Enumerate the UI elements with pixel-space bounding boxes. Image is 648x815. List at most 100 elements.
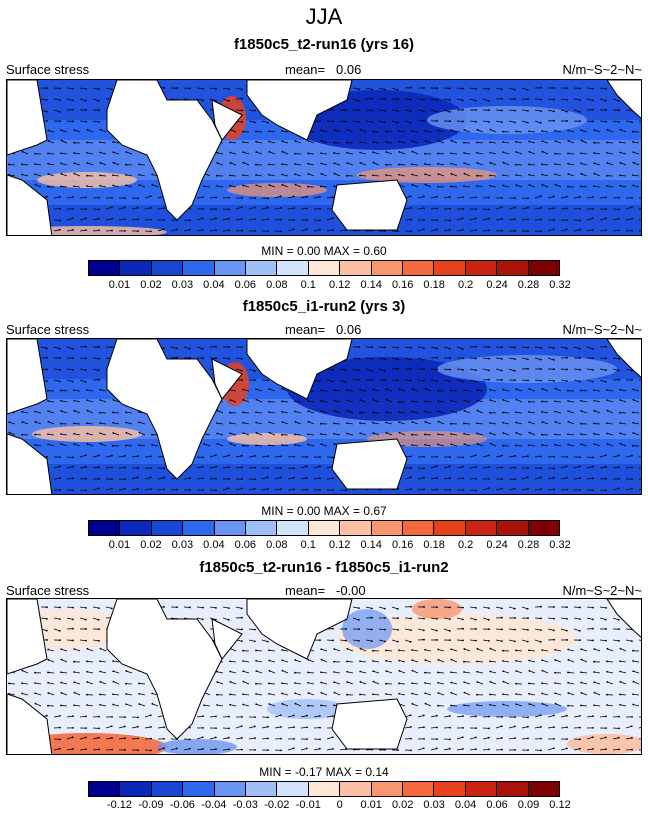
colorbar-tick-label: -0.02 xyxy=(264,799,290,811)
colorbar-box xyxy=(151,261,184,275)
panel-1-colorbar-ticks: 0.01 0.02 0.03 0.04 0.06 0.08 0.1 0.12 0… xyxy=(88,279,571,293)
colorbar-tick-label: 0.08 xyxy=(266,539,288,551)
colorbar-box xyxy=(528,521,560,535)
panel-1-mean-value: 0.06 xyxy=(336,62,362,77)
colorbar-box xyxy=(120,782,152,796)
colorbar-box xyxy=(183,521,215,535)
panel-2-stats: MIN = 0.00 MAX = 0.67 xyxy=(261,504,387,518)
colorbar-tick-label: -0.06 xyxy=(169,799,195,811)
colorbar-box xyxy=(434,261,466,275)
colorbar-box xyxy=(89,782,121,796)
colorbar-tick-label: 0.04 xyxy=(454,799,477,811)
colorbar-box xyxy=(465,261,498,275)
colorbar-box xyxy=(434,521,466,535)
colorbar-tick-label: 0.12 xyxy=(328,539,351,551)
colorbar-box xyxy=(434,782,466,796)
colorbar-box xyxy=(371,521,404,535)
panel-2-left-label: Surface stress xyxy=(6,322,90,337)
colorbar-box xyxy=(340,521,372,535)
panel-2-mean-label: mean= xyxy=(285,322,326,337)
colorbar-box xyxy=(89,261,121,275)
colorbar-tick-label: -0.01 xyxy=(295,799,321,811)
colorbar-tick-label: 0.04 xyxy=(203,539,225,551)
colorbar-box xyxy=(151,521,184,535)
panel-1-left-label: Surface stress xyxy=(6,62,90,77)
panel-3-colorbar xyxy=(88,781,560,797)
colorbar-tick-label: 0.01 xyxy=(360,799,382,811)
colorbar-tick-label: 0.06 xyxy=(234,279,257,291)
colorbar-box xyxy=(183,782,215,796)
panel-3-mean-value: -0.00 xyxy=(336,583,366,598)
colorbar-box xyxy=(120,521,152,535)
panel-2-land xyxy=(7,339,641,494)
colorbar-tick-label: -0.03 xyxy=(232,799,258,811)
panel-1-stats: MIN = 0.00 MAX = 0.60 xyxy=(261,244,387,258)
colorbar-tick-label: 0.16 xyxy=(391,279,414,291)
colorbar-tick-label: 0.28 xyxy=(517,279,540,291)
colorbar-box xyxy=(371,261,404,275)
colorbar-tick-label: 0.14 xyxy=(360,539,382,551)
colorbar-box xyxy=(465,521,498,535)
colorbar-box xyxy=(277,521,309,535)
colorbar-box xyxy=(120,261,152,275)
colorbar-tick-label: 0.03 xyxy=(423,799,445,811)
colorbar-tick-label: 0.03 xyxy=(171,279,194,291)
colorbar-tick-label: 0.01 xyxy=(108,539,131,551)
colorbar-box xyxy=(214,782,247,796)
colorbar-box xyxy=(89,521,121,535)
panel-1-colorbar xyxy=(88,260,560,276)
colorbar-tick-label: 0.09 xyxy=(517,799,540,811)
colorbar-box xyxy=(528,782,560,796)
colorbar-tick-label: 0.18 xyxy=(423,279,445,291)
panel-3-map xyxy=(6,598,642,755)
panel-1-map xyxy=(6,79,642,236)
panel-3-colorbar-ticks: -0.12 -0.09 -0.06 -0.04 -0.03 -0.02 -0.0… xyxy=(88,799,571,813)
colorbar-tick-label: 0.12 xyxy=(328,279,351,291)
colorbar-box xyxy=(371,782,404,796)
colorbar-box xyxy=(497,261,529,275)
colorbar-tick-label: 0.04 xyxy=(203,279,225,291)
colorbar-tick-label: -0.12 xyxy=(106,799,133,811)
colorbar-box xyxy=(277,782,309,796)
colorbar-tick-label: 0.02 xyxy=(391,799,414,811)
panel-3-stats: MIN = -0.17 MAX = 0.14 xyxy=(259,765,389,779)
colorbar-box xyxy=(214,261,247,275)
panel-1-mean-label: mean= xyxy=(285,62,326,77)
colorbar-box xyxy=(246,782,278,796)
colorbar-tick-label: -0.04 xyxy=(201,799,227,811)
colorbar-tick-label: 0.18 xyxy=(423,539,445,551)
colorbar-box xyxy=(403,521,435,535)
colorbar-tick-label: 0.03 xyxy=(171,539,194,551)
panel-3-mean-label: mean= xyxy=(285,583,326,598)
panel-3-left-label: Surface stress xyxy=(6,583,90,598)
figure-title: JJA xyxy=(305,4,343,29)
panel-2-title: f1850c5_i1-run2 (yrs 3) xyxy=(242,298,406,315)
colorbar-tick-label: 0.2 xyxy=(457,539,474,551)
panel-2-units: N/m~S~2~N~ xyxy=(562,322,643,337)
colorbar-tick-label: 0.01 xyxy=(108,279,131,291)
colorbar-tick-label: 0.1 xyxy=(300,279,316,291)
colorbar-box xyxy=(340,782,372,796)
colorbar-tick-label: -0.09 xyxy=(138,799,164,811)
colorbar-tick-label: 0.08 xyxy=(266,279,288,291)
colorbar-box xyxy=(403,782,435,796)
panel-1-units: N/m~S~2~N~ xyxy=(562,62,643,77)
colorbar-box xyxy=(497,782,529,796)
colorbar-box xyxy=(403,261,435,275)
colorbar-tick-label: 0.02 xyxy=(140,539,162,551)
panel-1-title: f1850c5_t2-run16 (yrs 16) xyxy=(233,36,415,53)
colorbar-tick-label: 0.32 xyxy=(549,539,571,551)
colorbar-tick-label: 0.2 xyxy=(457,279,474,291)
colorbar-box xyxy=(308,782,341,796)
colorbar-box xyxy=(465,782,498,796)
colorbar-tick-label: 0.32 xyxy=(549,279,571,291)
panel-1-land xyxy=(7,80,641,235)
colorbar-tick-label: 0.16 xyxy=(391,539,414,551)
colorbar-box xyxy=(246,261,278,275)
colorbar-box xyxy=(528,261,560,275)
panel-2-colorbar-ticks: 0.01 0.02 0.03 0.04 0.06 0.08 0.1 0.12 0… xyxy=(88,539,571,553)
colorbar-tick-label: 0.02 xyxy=(140,279,162,291)
panel-2-map xyxy=(6,338,642,495)
colorbar-tick-label: 0.14 xyxy=(360,279,382,291)
colorbar-tick-label: 0.24 xyxy=(486,539,508,551)
